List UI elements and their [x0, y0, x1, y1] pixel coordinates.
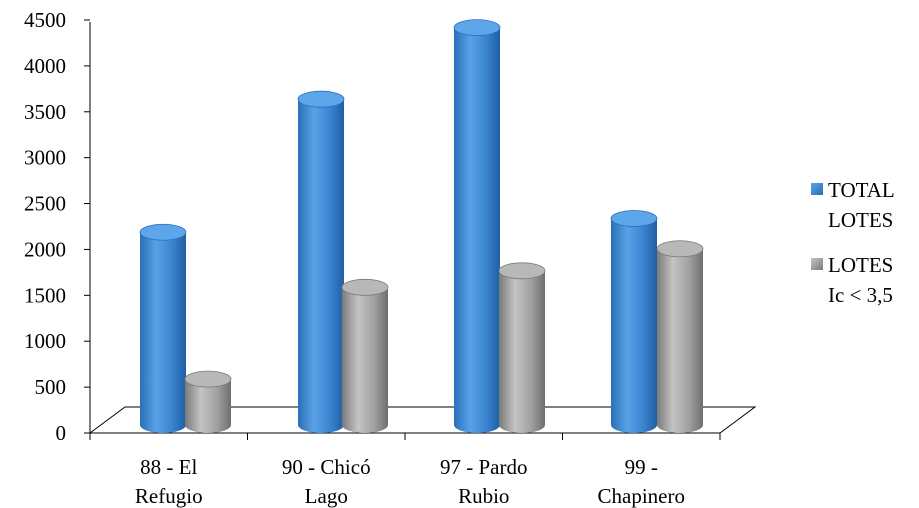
x-category-label: Rubio — [458, 484, 509, 508]
x-category-label: Chapinero — [598, 484, 685, 508]
x-category-label: Refugio — [135, 484, 203, 508]
x-category-label: 99 - — [625, 455, 658, 479]
y-tick-label: 4500 — [24, 8, 66, 32]
bar-body — [499, 270, 545, 433]
bar-body — [185, 379, 231, 433]
y-tick-label: 2500 — [24, 192, 66, 216]
bar-total-lotes — [297, 90, 345, 433]
x-category-label: 88 - El — [140, 455, 197, 479]
bar-body — [657, 248, 703, 433]
legend-label: TOTAL — [828, 178, 895, 202]
x-category-label: Lago — [305, 484, 348, 508]
bar-total-lotes — [453, 19, 501, 433]
bar-body — [140, 232, 186, 433]
bar-total-lotes — [139, 223, 187, 433]
y-tick-label: 4000 — [24, 54, 66, 78]
bar-top — [453, 19, 501, 37]
y-axis-ticks: 0 500 1000 1500 2000 2500 3000 3500 4000 4500 — [24, 8, 90, 445]
bar-top — [341, 278, 389, 296]
x-axis-labels: 88 - El Refugio 90 - Chicó Lago 97 - Pardo Ru… — [89, 433, 721, 508]
y-tick-label: 1500 — [24, 283, 66, 307]
bar-lotes-ic — [184, 370, 232, 433]
bar-lotes-ic — [498, 262, 546, 433]
bar-top — [656, 240, 704, 258]
legend-swatch — [811, 183, 823, 195]
legend-swatch — [811, 258, 823, 270]
x-category-label: 97 - Pardo — [440, 455, 528, 479]
x-category-label: 90 - Chicó — [282, 455, 371, 479]
bar-top — [139, 223, 187, 241]
bar-body — [298, 99, 344, 433]
y-tick-label: 3500 — [24, 100, 66, 124]
bar-top — [184, 370, 232, 388]
legend: TOTAL LOTES LOTES Ic < 3,5 — [811, 178, 895, 307]
y-tick-label: 2000 — [24, 237, 66, 261]
y-tick-label: 500 — [35, 375, 67, 399]
bar-top — [610, 210, 658, 227]
bar-lotes-ic — [341, 278, 389, 433]
y-tick-label: 3000 — [24, 146, 66, 170]
bars — [139, 19, 704, 433]
y-tick-label: 0 — [56, 421, 67, 445]
legend-label: LOTES — [828, 253, 893, 277]
bar-total-lotes — [610, 210, 658, 433]
bar-body — [611, 218, 657, 433]
legend-label: LOTES — [828, 208, 893, 232]
legend-label: Ic < 3,5 — [828, 283, 893, 307]
bar-top — [297, 90, 345, 108]
bar-lotes-ic — [656, 240, 704, 433]
bar-top — [498, 262, 546, 280]
y-tick-label: 1000 — [24, 329, 66, 353]
bar-body — [454, 27, 500, 433]
bar-body — [342, 287, 388, 433]
